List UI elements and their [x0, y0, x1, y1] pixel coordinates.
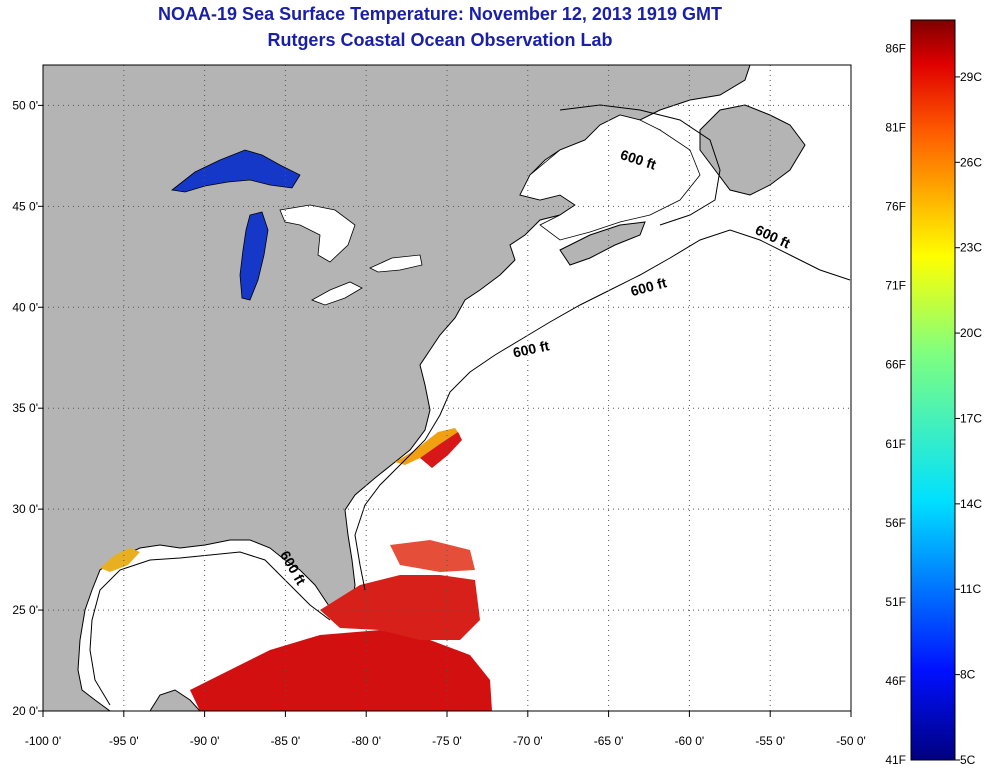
colorbar-c-label: 23C [960, 241, 982, 255]
colorbar-c-label: 14C [960, 497, 982, 511]
lat-tick-label: 25 0' [12, 603, 38, 617]
lake-huron [279, 204, 356, 263]
contour-600ft-gulf [89, 551, 331, 706]
colorbar-c-label: 17C [960, 411, 982, 425]
latitude-axis: 50 0' 45 0' 40 0' 35 0' 30 0' 25 0' 20 0' [12, 98, 43, 718]
map-subtitle: Rutgers Coastal Ocean Observation Lab [267, 30, 613, 50]
longitude-axis: -100 0' -95 0' -90 0' -85 0' -80 0' -75 0' -70… [25, 711, 866, 748]
colorbar-f-label: 81F [885, 121, 906, 135]
colorbar-celsius-labels: 29C 26C 23C 20C 17C 14C 11C 8C 5C [955, 70, 982, 767]
lon-tick-label: -75 0' [432, 734, 462, 748]
colorbar-f-label: 86F [885, 41, 906, 55]
sst-gulf-stream-red [420, 432, 462, 468]
lon-tick-label: -85 0' [271, 734, 301, 748]
lat-tick-label: 50 0' [12, 98, 38, 112]
lake-ontario [369, 254, 423, 273]
colorbar-c-label: 20C [960, 326, 982, 340]
contour-label-600ft-4: 600 ft [511, 337, 550, 360]
lon-tick-label: -90 0' [190, 734, 220, 748]
lon-tick-label: -50 0' [836, 734, 866, 748]
colorbar-f-label: 71F [885, 279, 906, 293]
lat-tick-label: 40 0' [12, 300, 38, 314]
colorbar-fahrenheit-labels: 86F 81F 76F 71F 66F 61F 56F 51F 46F 41F [885, 41, 906, 767]
lon-tick-label: -100 0' [25, 734, 61, 748]
sst-atlantic-warm [390, 540, 475, 572]
lon-tick-label: -95 0' [109, 734, 139, 748]
colorbar-c-label: 8C [960, 668, 976, 682]
colorbar-c-label: 5C [960, 753, 976, 767]
contour-600ft-north [559, 104, 721, 226]
land-nova-scotia [559, 221, 646, 266]
colorbar-f-label: 46F [885, 674, 906, 688]
lon-tick-label: -65 0' [594, 734, 624, 748]
gulf-st-lawrence [519, 114, 701, 241]
sst-caribbean-warm [190, 630, 492, 711]
lat-tick-label: 45 0' [12, 199, 38, 213]
land-newfoundland [699, 104, 806, 196]
sst-gulf-coast-warm [100, 548, 140, 572]
colorbar-c-label: 29C [960, 70, 982, 84]
lon-tick-label: -60 0' [675, 734, 705, 748]
colorbar-f-label: 61F [885, 437, 906, 451]
lake-erie [311, 281, 363, 306]
lat-tick-label: 35 0' [12, 401, 38, 415]
lake-michigan [239, 211, 269, 301]
colorbar-f-label: 41F [885, 753, 906, 767]
colorbar-f-label: 51F [885, 595, 906, 609]
colorbar-f-label: 76F [885, 200, 906, 214]
lake-superior [171, 149, 301, 193]
colorbar-f-label: 56F [885, 516, 906, 530]
lat-tick-label: 30 0' [12, 502, 38, 516]
map-title: NOAA-19 Sea Surface Temperature: Novembe… [158, 4, 722, 24]
colorbar-f-label: 66F [885, 358, 906, 372]
sst-bahamas-warm [320, 575, 480, 640]
lat-tick-label: 20 0' [12, 704, 38, 718]
contour-600ft-atlantic [354, 229, 851, 591]
lon-tick-label: -70 0' [513, 734, 543, 748]
lon-tick-label: -55 0' [755, 734, 785, 748]
colorbar [910, 19, 956, 761]
colorbar-c-label: 26C [960, 155, 982, 169]
lon-tick-label: -80 0' [351, 734, 381, 748]
sst-cape-hatteras [395, 428, 460, 465]
land-yucatan [43, 689, 201, 711]
colorbar-c-label: 11C [960, 582, 981, 596]
